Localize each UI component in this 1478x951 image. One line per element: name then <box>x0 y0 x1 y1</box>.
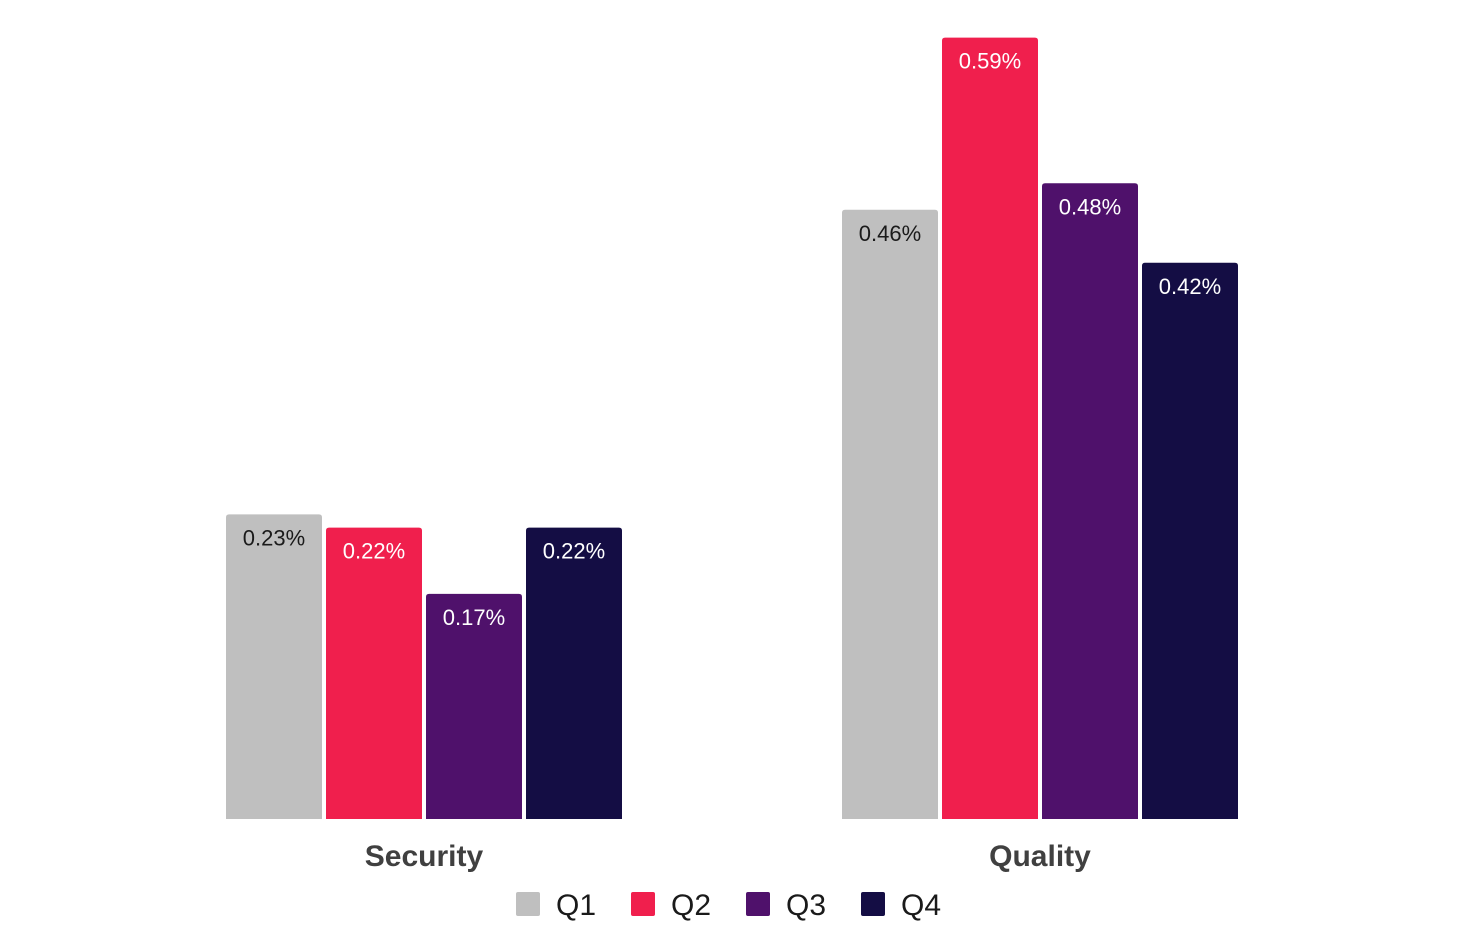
bars-layer <box>226 37 1238 820</box>
legend: Q1 Q2 Q3 Q4 <box>516 889 941 922</box>
legend-swatch-q1 <box>516 892 540 916</box>
bar-quality-q4 <box>1142 262 1238 819</box>
bar-value-label-security-q2: 0.22% <box>343 539 405 564</box>
bar-security-q4 <box>526 527 622 819</box>
legend-label-q3: Q3 <box>786 889 826 922</box>
category-label-quality: Quality <box>989 840 1091 873</box>
bar-value-label-security-q4: 0.22% <box>543 539 605 564</box>
legend-item-q2: Q2 <box>631 889 711 922</box>
bar-value-label-security-q1: 0.23% <box>243 525 305 550</box>
category-label-security: Security <box>365 840 484 873</box>
bar-security-q1 <box>226 514 322 819</box>
bar-value-label-quality-q4: 0.42% <box>1159 274 1221 299</box>
legend-item-q3: Q3 <box>746 889 826 922</box>
bar-quality-q1 <box>842 209 938 819</box>
legend-swatch-q2 <box>631 892 655 916</box>
bar-value-label-security-q3: 0.17% <box>443 605 505 630</box>
legend-swatch-q4 <box>861 892 885 916</box>
bar-security-q3 <box>426 593 522 819</box>
legend-label-q1: Q1 <box>556 889 596 922</box>
legend-swatch-q3 <box>746 892 770 916</box>
legend-label-q4: Q4 <box>901 889 941 922</box>
bar-labels-layer: 0.23% 0.22% 0.17% 0.22% 0.46% 0.59% 0.48% 0.42% <box>243 49 1221 630</box>
bar-value-label-quality-q3: 0.48% <box>1059 194 1121 219</box>
legend-item-q1: Q1 <box>516 889 596 922</box>
bar-quality-q2 <box>942 37 1038 820</box>
legend-item-q4: Q4 <box>861 889 941 922</box>
legend-label-q2: Q2 <box>671 889 711 922</box>
bar-value-label-quality-q2: 0.59% <box>959 49 1021 74</box>
bar-security-q2 <box>326 527 422 819</box>
category-labels-layer: Security Quality <box>365 840 1091 873</box>
bar-value-label-quality-q1: 0.46% <box>859 221 921 246</box>
bar-quality-q3 <box>1042 183 1138 820</box>
